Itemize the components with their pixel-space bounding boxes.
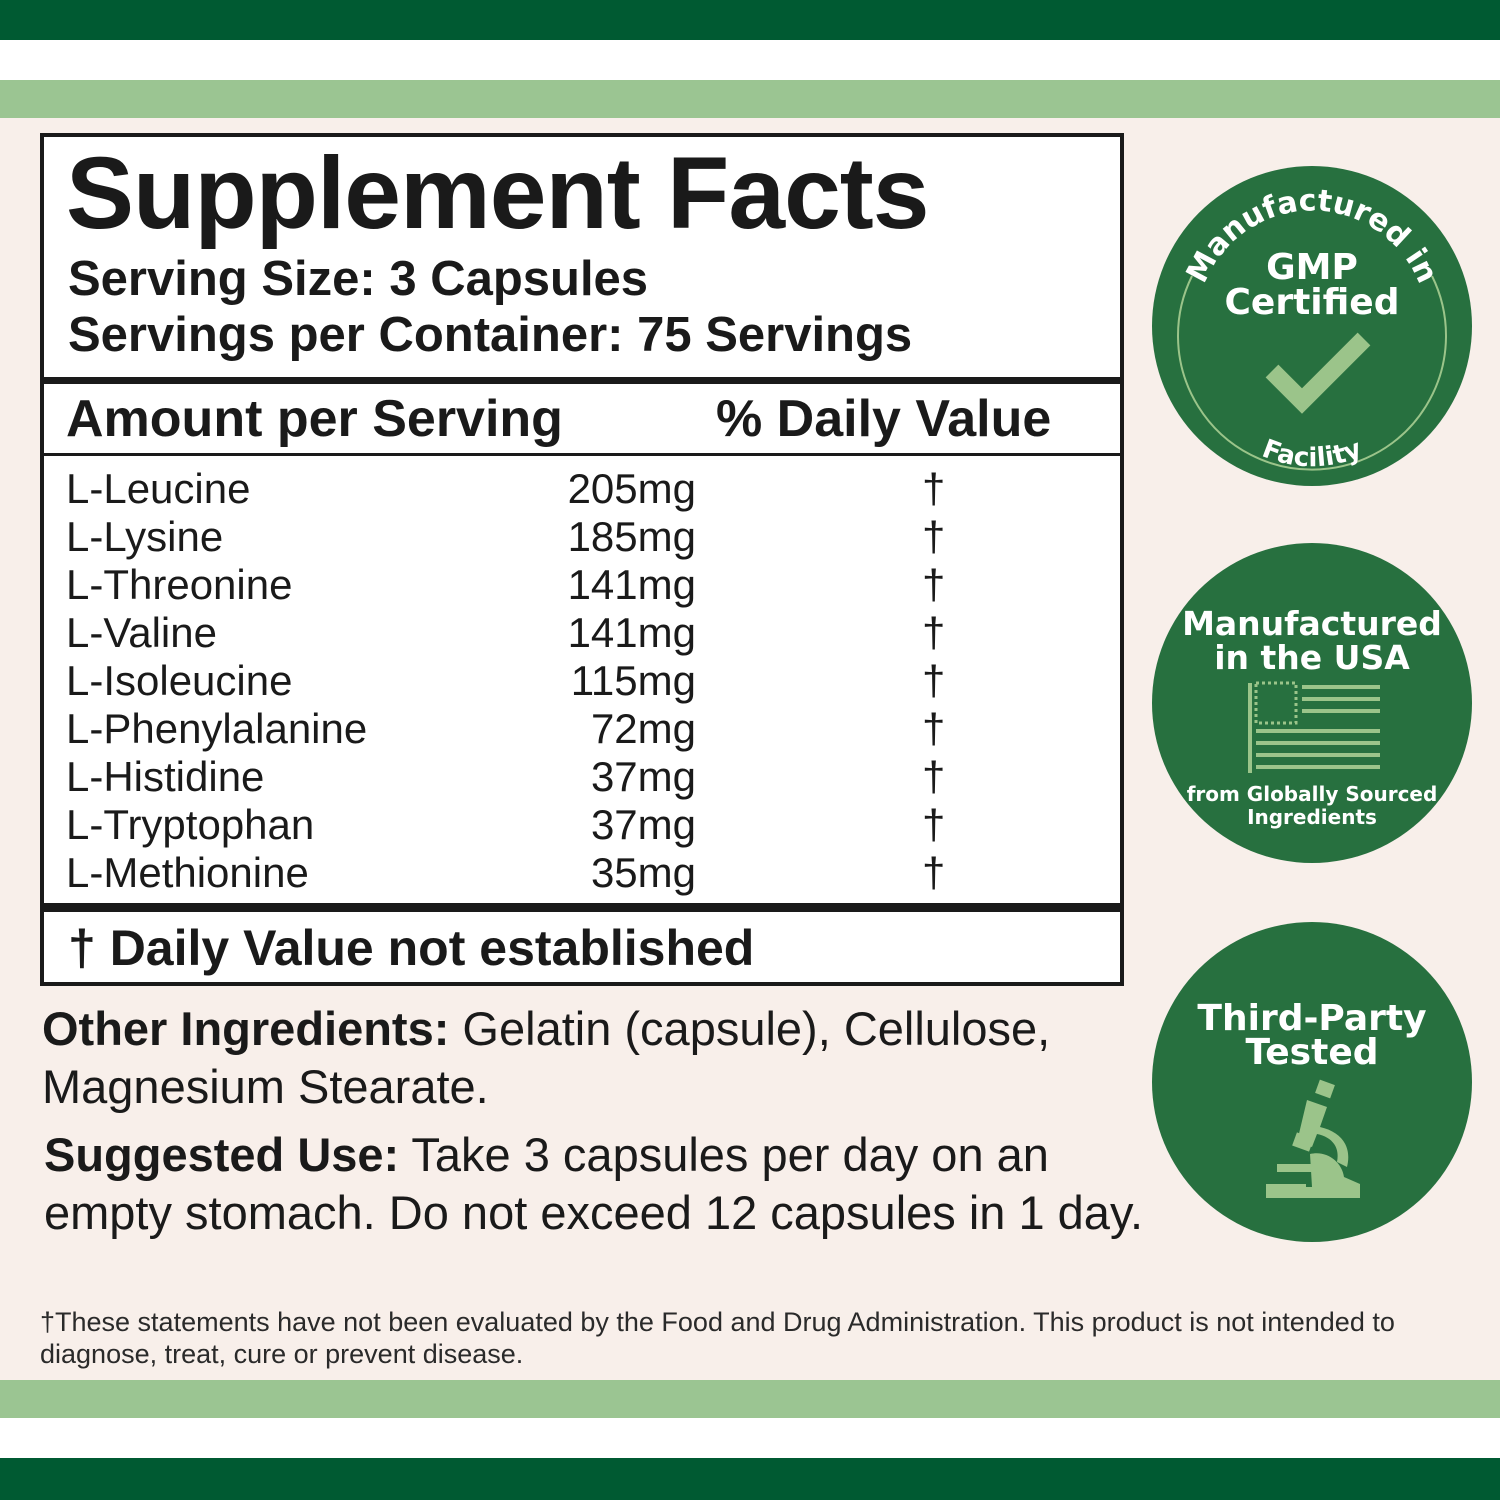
divider-thick-bottom bbox=[44, 903, 1120, 912]
nutrient-amount: 37mg bbox=[590, 801, 696, 848]
nutrient-dv: † bbox=[922, 561, 946, 608]
nutrient-name: L-Valine bbox=[66, 609, 217, 656]
bottom-white-band bbox=[0, 1418, 1500, 1458]
nutrient-dv: † bbox=[922, 753, 946, 800]
serving-size: Serving Size: 3 Capsules bbox=[68, 252, 649, 306]
suggested-use: Suggested Use: Take 3 capsules per day o… bbox=[44, 1126, 1144, 1242]
nutrient-amount: 205mg bbox=[567, 465, 696, 512]
third-party-tested-badge: Third-Party Tested bbox=[1152, 922, 1472, 1242]
nutrient-row: L-Lysine 185mg † bbox=[44, 513, 1120, 561]
divider-thick bbox=[44, 377, 1120, 384]
other-ingredients: Other Ingredients: Gelatin (capsule), Ce… bbox=[42, 1000, 1142, 1116]
nutrient-amount: 141mg bbox=[567, 561, 696, 608]
nutrient-row: L-Histidine 37mg † bbox=[44, 753, 1120, 801]
made-in-usa-badge: Manufactured in the USA from Globally So… bbox=[1152, 543, 1472, 863]
nutrient-dv: † bbox=[922, 849, 946, 896]
nutrient-amount: 35mg bbox=[590, 849, 696, 896]
badge-line2: Certified bbox=[1224, 282, 1399, 323]
top-light-band bbox=[0, 80, 1500, 118]
badge-sub1: from Globally Sourced bbox=[1187, 782, 1438, 806]
amount-header: Amount per Serving bbox=[66, 390, 563, 448]
facts-title: Supplement Facts bbox=[66, 136, 930, 250]
nutrient-name: L-Lysine bbox=[66, 513, 224, 560]
nutrient-name: L-Phenylalanine bbox=[66, 705, 368, 752]
gmp-certified-badge: Manufactured in Facility GMP Certified bbox=[1152, 166, 1472, 486]
nutrient-amount: 115mg bbox=[570, 657, 696, 704]
nutrient-name: L-Leucine bbox=[66, 465, 251, 512]
nutrient-dv: † bbox=[922, 609, 946, 656]
fda-disclaimer: †These statements have not been evaluate… bbox=[40, 1307, 1395, 1369]
badge-line1: Manufactured bbox=[1182, 604, 1442, 643]
nutrient-amount: 185mg bbox=[567, 513, 696, 560]
badge-sub2: Ingredients bbox=[1247, 805, 1377, 829]
nutrient-row: L-Tryptophan 37mg † bbox=[44, 801, 1120, 849]
suggested-use-label: Suggested Use: bbox=[44, 1128, 400, 1181]
badge-line1: Third-Party bbox=[1197, 998, 1426, 1039]
nutrient-amount: 37mg bbox=[590, 753, 696, 800]
nutrient-amount: 72mg bbox=[590, 705, 696, 752]
nutrient-name: L-Tryptophan bbox=[66, 801, 315, 848]
bottom-light-band bbox=[0, 1380, 1500, 1418]
dv-footnote: † Daily Value not established bbox=[68, 920, 755, 976]
nutrient-dv: † bbox=[922, 705, 946, 752]
nutrient-name: L-Threonine bbox=[66, 561, 293, 608]
nutrient-dv: † bbox=[922, 465, 946, 512]
nutrient-name: L-Histidine bbox=[66, 753, 265, 800]
dv-header: % Daily Value bbox=[716, 390, 1052, 448]
nutrient-row: L-Phenylalanine 72mg † bbox=[44, 705, 1120, 753]
microscope-icon bbox=[1266, 1079, 1360, 1198]
top-white-band bbox=[0, 40, 1500, 80]
nutrient-row: L-Leucine 205mg † bbox=[44, 465, 1120, 513]
nutrient-row: L-Isoleucine 115mg † bbox=[44, 657, 1120, 705]
nutrient-row: L-Threonine 141mg † bbox=[44, 561, 1120, 609]
nutrient-amount: 141mg bbox=[567, 609, 696, 656]
nutrient-name: L-Isoleucine bbox=[66, 657, 293, 704]
other-ingredients-label: Other Ingredients: bbox=[42, 1002, 450, 1055]
nutrient-row: L-Valine 141mg † bbox=[44, 609, 1120, 657]
nutrient-name: L-Methionine bbox=[66, 849, 309, 896]
divider-thin bbox=[44, 453, 1120, 456]
ring-line bbox=[1177, 275, 1447, 471]
supplement-facts-panel: Supplement Facts Serving Size: 3 Capsule… bbox=[40, 133, 1124, 986]
us-flag-icon bbox=[1248, 681, 1380, 773]
badge-line2: Tested bbox=[1245, 1032, 1378, 1073]
bottom-dark-band bbox=[0, 1458, 1500, 1500]
servings-per-container: Servings per Container: 75 Servings bbox=[68, 308, 913, 362]
suggested-use-text: Take 3 capsules per day on an empty stom… bbox=[44, 1128, 1144, 1239]
other-ingredients-text: Gelatin (capsule), Cellulose, Magnesium … bbox=[42, 1002, 1051, 1113]
nutrient-dv: † bbox=[922, 801, 946, 848]
badge-bottom-arc-text: Facility bbox=[1258, 434, 1366, 473]
badge-line2: in the USA bbox=[1214, 638, 1410, 677]
nutrient-dv: † bbox=[922, 513, 946, 560]
nutrient-dv: † bbox=[922, 657, 946, 704]
badge-line1: GMP bbox=[1266, 247, 1358, 288]
nutrient-row: L-Methionine 35mg † bbox=[44, 849, 1120, 897]
top-dark-band bbox=[0, 0, 1500, 40]
checkmark-icon bbox=[1265, 332, 1371, 414]
